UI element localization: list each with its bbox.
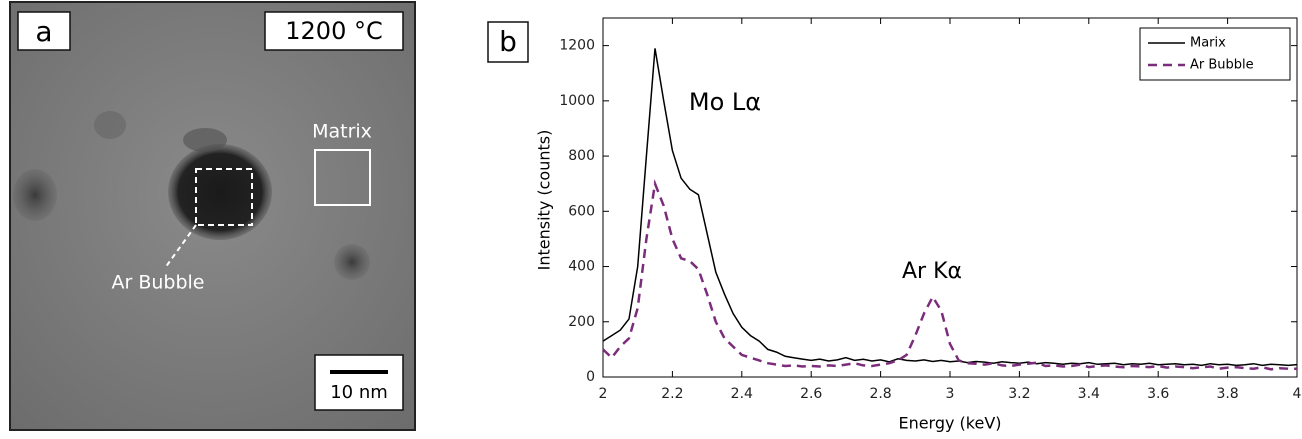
- temp-box: [264, 11, 404, 51]
- matrix-label: Matrix: [312, 121, 372, 143]
- legend-label: Ar Bubble: [1190, 58, 1254, 73]
- feature: [183, 128, 227, 152]
- x-tick-label: 2.6: [800, 386, 822, 402]
- scale-label: 10 nm: [330, 382, 388, 403]
- x-tick-label: 3.8: [1216, 386, 1238, 402]
- matrix-box: [314, 149, 371, 206]
- temperature: 1200 °C: [285, 17, 382, 45]
- x-tick-label: 3.4: [1078, 386, 1100, 402]
- feature: [13, 169, 57, 221]
- y-tick-label: 600: [568, 203, 595, 219]
- x-tick-label: 2: [599, 386, 608, 402]
- panel-label: b: [499, 25, 517, 58]
- series-line: [602, 178, 1297, 371]
- label-box: [487, 21, 529, 63]
- y-tick-label: 1200: [559, 38, 595, 54]
- y-tick-label: 0: [586, 369, 595, 385]
- bubble-label: Ar Bubble: [111, 272, 204, 294]
- scale-box: [314, 354, 404, 411]
- feature: [94, 111, 126, 139]
- panel-label: a: [35, 15, 52, 48]
- x-tick-label: 3: [946, 386, 955, 402]
- y-tick-label: 400: [568, 259, 595, 275]
- x-tick-label: 4: [1293, 386, 1302, 402]
- x-axis-label: Energy (keV): [898, 414, 1001, 433]
- y-axis-label: Intensity (counts): [535, 130, 554, 271]
- annotation: Ar Kα: [902, 259, 962, 284]
- y-tick-label: 200: [568, 314, 595, 330]
- x-tick-label: 2.8: [869, 386, 891, 402]
- bubble-box: [195, 168, 253, 226]
- x-tick-label: 3.2: [1008, 386, 1030, 402]
- series-line: [602, 48, 1298, 367]
- annotation: Mo Lα: [689, 88, 761, 116]
- legend-label: Marix: [1190, 36, 1226, 51]
- y-tick-label: 800: [568, 148, 595, 164]
- label-box: [17, 11, 71, 51]
- feature: [334, 244, 370, 280]
- x-tick-label: 2.2: [661, 386, 683, 402]
- x-tick-label: 3.6: [1147, 386, 1169, 402]
- x-tick-label: 2.4: [731, 386, 753, 402]
- legend-box: [1139, 27, 1291, 81]
- micrograph: Matrix Ar Bubble a 1200 °C 10 nm: [9, 1, 416, 431]
- y-tick-label: 1000: [559, 93, 595, 109]
